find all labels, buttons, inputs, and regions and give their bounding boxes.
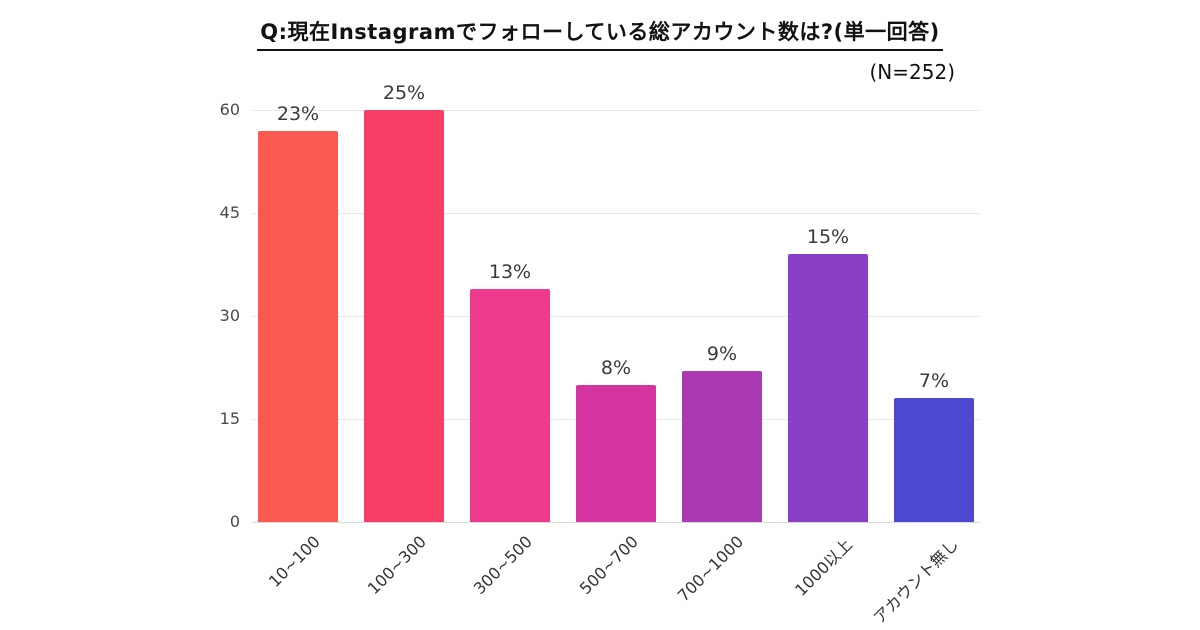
bar-6: 15%: [788, 226, 868, 522]
x-axis-label-1: 10~100: [264, 532, 324, 591]
y-axis-tick-60: 60: [219, 100, 240, 119]
bar-5: 9%: [682, 343, 762, 522]
bar-percent-label-3: 13%: [488, 260, 532, 283]
plot-area: 23% 25% 13% 8% 9% 15% 7%: [252, 82, 980, 523]
x-axis-label-5: 700~1000: [674, 532, 748, 606]
title-row: Q:現在Instagramでフォローしている総アカウント数は?(単一回答): [0, 16, 1200, 51]
bar-percent-label-5: 9%: [706, 342, 738, 365]
bars-group: 23% 25% 13% 8% 9% 15% 7%: [252, 82, 980, 522]
bar-2: 25%: [364, 82, 444, 522]
y-axis-tick-15: 15: [219, 409, 240, 428]
bar-1: 23%: [258, 103, 338, 522]
bar-percent-label-4: 8%: [600, 356, 632, 379]
bar-7: 7%: [894, 370, 974, 522]
bar-percent-label-1: 23%: [276, 102, 320, 125]
bar-percent-label-2: 25%: [382, 82, 426, 104]
x-axis-label-6: 1000以上: [791, 534, 857, 600]
bar-percent-label-6: 15%: [806, 226, 850, 249]
y-axis-tick-45: 45: [219, 203, 240, 222]
x-axis-label-4: 500~700: [575, 532, 642, 599]
y-axis-tick-30: 30: [219, 306, 240, 325]
x-axis-label-7: アカウント無し: [869, 534, 963, 628]
chart-title: Q:現在Instagramでフォローしている総アカウント数は?(単一回答): [257, 16, 943, 51]
y-axis-tick-0: 0: [229, 512, 240, 531]
gridline-45: [252, 213, 980, 214]
gridline-30: [252, 316, 980, 317]
bar-4: 8%: [576, 357, 656, 522]
bar-percent-label-7: 7%: [918, 370, 950, 393]
sample-size-label: (N=252): [869, 60, 956, 84]
x-axis-label-2: 100~300: [363, 532, 430, 599]
gridline-60: [252, 110, 980, 111]
bar-3: 13%: [470, 261, 550, 522]
x-axis-label-3: 300~500: [469, 532, 536, 599]
